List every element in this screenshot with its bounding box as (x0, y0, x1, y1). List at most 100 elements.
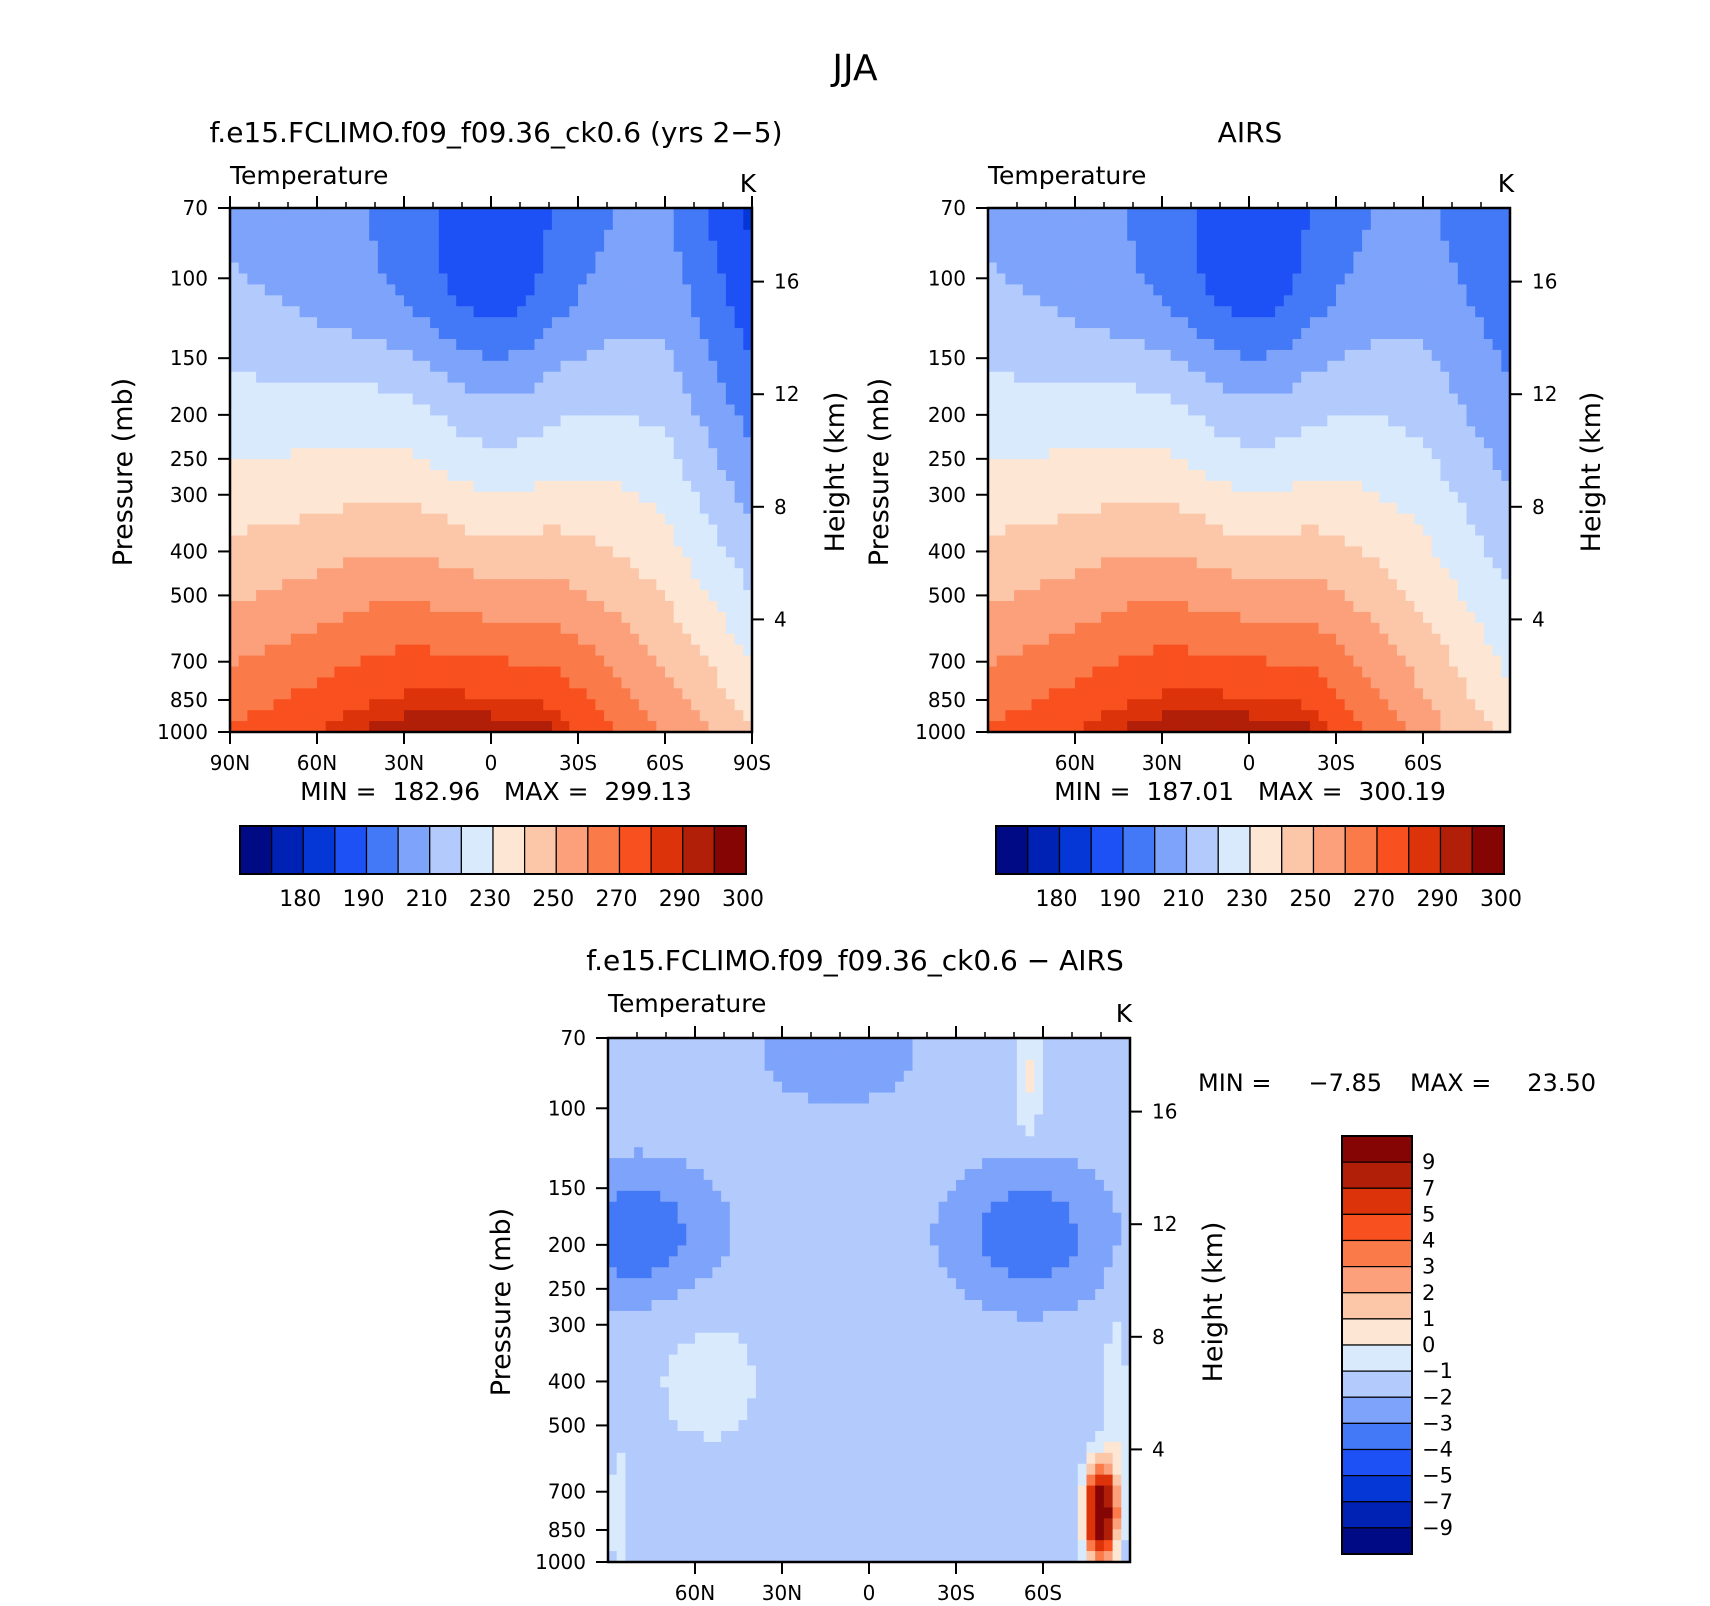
contour-cell (996, 229, 1006, 242)
contour-cell (638, 208, 649, 220)
contour-cell (586, 524, 596, 537)
contour-cell (299, 328, 309, 340)
contour-cell (1318, 459, 1328, 471)
contour-cell (630, 360, 640, 373)
contour-cell (230, 579, 240, 591)
contour-cell (1153, 306, 1163, 318)
contour-cell (1405, 382, 1415, 395)
contour-cell (508, 360, 518, 373)
contour-cell (525, 590, 536, 602)
contour-cell (612, 240, 623, 253)
contour-cell (1431, 273, 1441, 286)
contour-cell (1144, 262, 1154, 275)
contour-cell (1101, 502, 1111, 515)
contour-cell (456, 262, 466, 275)
contour-cell (343, 677, 353, 689)
contour-cell (386, 710, 396, 722)
contour-cell (308, 677, 318, 689)
contour-cell (491, 284, 501, 296)
contour-cell (360, 491, 370, 504)
contour-cell (1101, 339, 1111, 351)
contour-cell (1005, 262, 1015, 275)
contour-cell (290, 382, 301, 395)
contour-cell (665, 448, 675, 460)
contour-cell (508, 721, 518, 733)
contour-cell (1222, 382, 1233, 395)
contour-cell (1414, 502, 1424, 515)
contour-cell (638, 546, 649, 558)
contour-cell (1292, 295, 1302, 307)
contour-cell (1275, 535, 1285, 548)
contour-cell (369, 688, 379, 700)
contour-cell (1214, 557, 1224, 569)
contour-cell (1318, 491, 1328, 504)
contour-cell (988, 284, 998, 296)
panel-title: f.e15.FCLIMO.f09_f09.36_ck0.6 (yrs 2−5) (209, 116, 782, 149)
contour-cell (1092, 295, 1102, 307)
contour-cell (430, 611, 440, 624)
contour-cell (438, 448, 449, 460)
contour-cell (421, 404, 431, 417)
contour-cell (290, 677, 301, 689)
contour-cell (1214, 339, 1224, 351)
contour-cell (734, 513, 744, 526)
x-tick-label: 30S (559, 751, 597, 775)
contour-cell (1005, 284, 1015, 296)
colorbar-box (397, 825, 431, 875)
contour-cell (1344, 251, 1354, 264)
contour-cell (1170, 360, 1180, 373)
contour-cell (264, 240, 275, 253)
contour-cell (1370, 295, 1381, 307)
contour-cell (1109, 513, 1120, 526)
contour-cell (543, 677, 553, 689)
contour-cell (1353, 218, 1363, 231)
contour-cell (1370, 513, 1381, 526)
contour-cell (1362, 218, 1372, 231)
contour-cell (517, 513, 527, 526)
contour-cell (1483, 262, 1494, 275)
contour-cell (1127, 426, 1137, 438)
contour-cell (264, 546, 275, 558)
contour-cell (1048, 360, 1059, 373)
contour-cell (1188, 349, 1198, 362)
contour-cell (1075, 459, 1085, 471)
contour-cell (456, 480, 466, 493)
contour-cell (1162, 568, 1172, 580)
contour-cell (482, 502, 492, 515)
contour-cell (560, 262, 570, 275)
contour-cell (473, 284, 483, 296)
contour-cell (1240, 448, 1250, 460)
contour-cell (1266, 502, 1276, 515)
contour-cell (1170, 295, 1180, 307)
contour-cell (1370, 208, 1381, 220)
contour-cell (988, 393, 998, 406)
contour-cell (717, 328, 727, 340)
contour-cell (1492, 284, 1502, 296)
contour-cell (1492, 306, 1502, 318)
contour-cell (708, 502, 718, 515)
contour-cell (1066, 306, 1076, 318)
contour-cell (360, 382, 370, 395)
contour-cell (534, 655, 544, 668)
contour-cell (638, 710, 649, 722)
contour-cell (1466, 546, 1476, 558)
contour-cell (1205, 229, 1215, 242)
contour-cell (1431, 251, 1441, 264)
contour-cell (1240, 426, 1250, 438)
contour-cell (517, 688, 527, 700)
contour-cell (1040, 284, 1050, 296)
contour-cell (1057, 229, 1067, 242)
contour-cell (1127, 229, 1137, 242)
contour-cell (1266, 382, 1276, 395)
contour-cell (1431, 349, 1441, 362)
contour-cell (1457, 339, 1468, 351)
contour-cell (1101, 306, 1111, 318)
contour-cell (569, 306, 579, 318)
contour-cell (438, 382, 449, 395)
contour-cell (256, 721, 266, 733)
contour-cell (1249, 524, 1259, 537)
contour-cell (230, 633, 240, 646)
contour-cell (351, 251, 362, 264)
contour-cell (578, 601, 588, 613)
contour-cell (1336, 415, 1346, 427)
